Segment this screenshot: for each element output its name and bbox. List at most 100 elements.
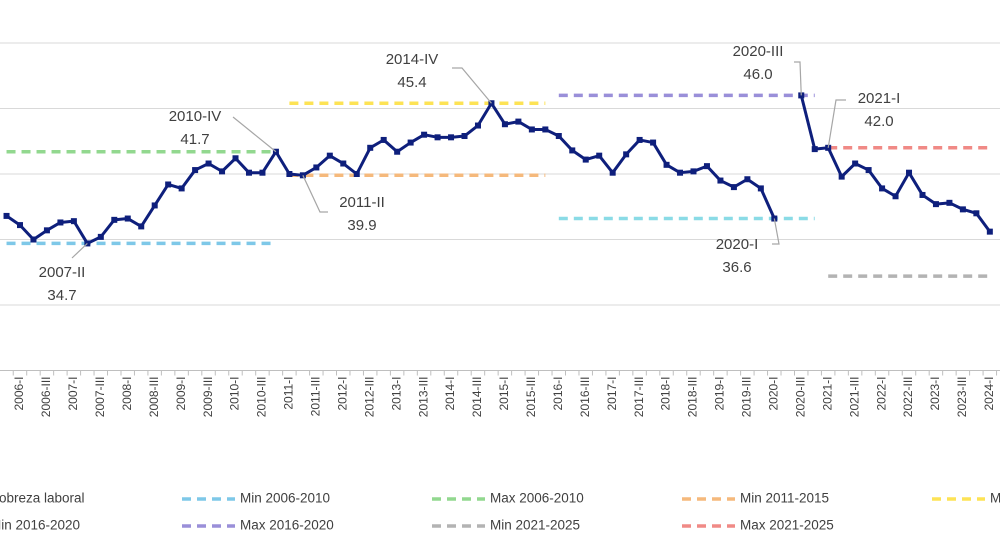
data-point bbox=[596, 152, 603, 159]
data-point bbox=[353, 171, 360, 177]
callout-value: 39.9 bbox=[347, 217, 376, 234]
x-tick-label: 2015-I bbox=[497, 377, 511, 411]
data-point bbox=[17, 222, 23, 229]
x-tick-label: 2021-I bbox=[820, 377, 834, 411]
callout-category: 2010-IV bbox=[169, 108, 222, 125]
data-point bbox=[380, 136, 387, 143]
data-point bbox=[421, 131, 428, 138]
x-tick-label: 2011-I bbox=[282, 377, 296, 410]
data-point bbox=[97, 233, 104, 240]
callout-value: 46.0 bbox=[743, 66, 772, 83]
data-point bbox=[326, 152, 333, 159]
x-tick-label: 2015-III bbox=[524, 377, 538, 418]
data-point bbox=[124, 215, 131, 222]
x-tick-label: 2013-I bbox=[389, 377, 403, 411]
data-point bbox=[959, 206, 966, 213]
x-tick-label: 2020-III bbox=[793, 377, 807, 418]
data-point bbox=[3, 212, 10, 219]
data-point bbox=[57, 219, 64, 226]
data-point bbox=[340, 160, 347, 167]
data-point bbox=[730, 184, 737, 191]
data-point bbox=[838, 173, 845, 180]
data-line bbox=[5, 95, 992, 245]
callout-leader bbox=[302, 175, 328, 213]
data-point bbox=[515, 118, 522, 125]
legend-label: Max 2016-2020 bbox=[240, 518, 334, 533]
data-point bbox=[744, 176, 751, 183]
data-point bbox=[919, 191, 926, 198]
data-point bbox=[313, 164, 320, 171]
x-tick-label: 2007-III bbox=[93, 377, 107, 418]
x-tick-label: 2016-III bbox=[578, 377, 592, 418]
data-point bbox=[569, 147, 576, 154]
data-point bbox=[205, 160, 212, 167]
callout-value: 42.0 bbox=[864, 113, 893, 130]
legend-label: Max 2021-2025 bbox=[740, 518, 834, 533]
data-point bbox=[111, 216, 118, 223]
data-point bbox=[865, 167, 872, 174]
callout-category: 2007-II bbox=[39, 264, 86, 281]
x-tick-label: 2011-III bbox=[309, 377, 323, 417]
data-point bbox=[811, 146, 818, 153]
data-point bbox=[474, 122, 481, 129]
data-point bbox=[232, 155, 239, 162]
callout-leader bbox=[232, 116, 277, 153]
x-tick-label: 2010-I bbox=[228, 377, 242, 411]
data-point bbox=[259, 169, 266, 176]
data-point bbox=[690, 168, 697, 175]
x-tick-label: 2006-III bbox=[39, 377, 53, 418]
x-tick-label: 2017-I bbox=[605, 377, 619, 411]
x-tick-label: 2019-I bbox=[713, 377, 727, 411]
data-point bbox=[461, 133, 468, 140]
x-tick-label: 2018-I bbox=[659, 377, 673, 411]
data-point bbox=[434, 134, 441, 141]
legend-label: Min 2006-2010 bbox=[240, 491, 330, 506]
data-point bbox=[286, 171, 293, 177]
x-tick-label: 2006-I bbox=[12, 377, 26, 411]
x-tick-label: 2017-III bbox=[632, 377, 646, 418]
x-tick-label: 2009-I bbox=[174, 377, 188, 411]
callout-leader bbox=[794, 61, 802, 96]
data-point bbox=[542, 126, 549, 133]
x-tick-label: 2024-I bbox=[982, 377, 996, 411]
data-point bbox=[245, 169, 252, 176]
callout-leader bbox=[827, 99, 846, 148]
data-point bbox=[852, 160, 859, 167]
data-point bbox=[30, 236, 37, 243]
callout-category: 2020-I bbox=[716, 236, 759, 253]
callout-value: 34.7 bbox=[47, 287, 76, 304]
legend-label: Max 2011-2015 bbox=[990, 491, 1000, 506]
callout-value: 45.4 bbox=[397, 74, 426, 91]
x-tick-label: 2012-I bbox=[335, 377, 349, 411]
x-tick-label: 2014-I bbox=[443, 377, 457, 411]
legend-label: Min 2016-2020 bbox=[0, 518, 80, 533]
data-point bbox=[650, 139, 657, 146]
legend-label: Min 2021-2025 bbox=[490, 518, 580, 533]
legend-label: Max 2006-2010 bbox=[490, 491, 584, 506]
data-point bbox=[151, 202, 158, 209]
x-tick-label: 2008-I bbox=[120, 377, 134, 411]
x-tick-label: 2018-III bbox=[686, 377, 700, 418]
x-tick-label: 2022-I bbox=[874, 377, 888, 411]
x-tick-label: 2021-III bbox=[847, 377, 861, 418]
legend-label: Pobreza laboral bbox=[0, 491, 85, 506]
callout-category: 2014-IV bbox=[386, 51, 439, 68]
data-point bbox=[932, 201, 939, 208]
x-tick-label: 2019-III bbox=[740, 377, 754, 418]
data-point bbox=[555, 133, 562, 140]
data-point bbox=[448, 134, 455, 141]
data-point bbox=[677, 169, 684, 176]
callout-category: 2020-III bbox=[733, 43, 784, 60]
data-point bbox=[879, 185, 886, 192]
x-tick-label: 2012-III bbox=[362, 377, 376, 418]
data-point bbox=[528, 126, 535, 133]
callout-value: 36.6 bbox=[722, 259, 751, 276]
x-tick-label: 2023-I bbox=[928, 377, 942, 411]
data-point bbox=[973, 210, 980, 217]
callout-leader bbox=[452, 67, 492, 104]
data-point bbox=[892, 193, 899, 200]
data-point bbox=[501, 121, 508, 128]
data-point bbox=[906, 169, 913, 176]
x-tick-label: 2022-III bbox=[901, 377, 915, 418]
